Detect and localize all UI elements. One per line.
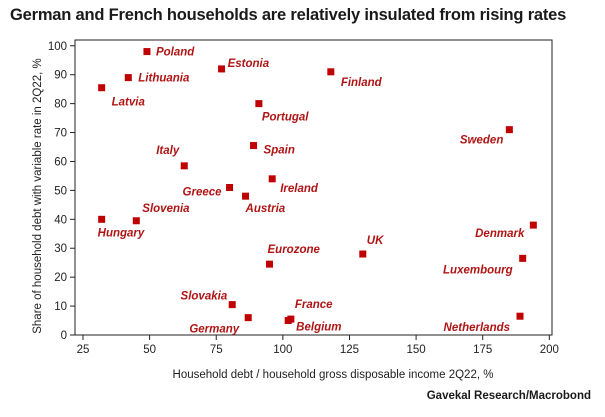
data-point-marker — [242, 192, 250, 200]
y-tick-label: 90 — [54, 70, 67, 82]
point-label: Netherlands — [444, 322, 510, 334]
data-point-marker — [516, 312, 524, 320]
point-label: Greece — [183, 187, 223, 199]
y-tick-label: 30 — [54, 243, 67, 255]
y-tick-label: 70 — [54, 128, 67, 140]
point-label: Austria — [245, 203, 286, 215]
point-label: UK — [367, 235, 384, 247]
plot-frame — [74, 39, 553, 336]
point-label: Spain — [264, 145, 295, 157]
data-point-marker — [98, 215, 106, 223]
data-point-marker — [228, 301, 236, 309]
y-tick-label: 20 — [54, 272, 67, 284]
data-point-marker — [255, 100, 263, 108]
x-tick-label: 200 — [540, 344, 559, 356]
data-point-marker — [143, 48, 151, 56]
point-label: Estonia — [228, 58, 270, 70]
point-label: Eurozone — [268, 244, 321, 256]
x-tick-label: 175 — [473, 344, 492, 356]
y-tick-label: 10 — [54, 301, 67, 313]
data-point-marker — [359, 250, 367, 258]
x-tick-label: 125 — [340, 344, 359, 356]
data-point-marker — [250, 142, 258, 150]
x-axis-label: Household debt / household gross disposa… — [173, 369, 494, 381]
point-label: Germany — [189, 324, 239, 336]
data-point-marker — [266, 260, 274, 268]
data-point-marker — [180, 162, 188, 170]
data-point-marker — [226, 184, 234, 191]
data-point-marker — [244, 314, 252, 322]
point-label: Slovakia — [181, 291, 228, 303]
chart-title: German and French households are relativ… — [10, 6, 567, 24]
data-point-marker — [98, 84, 106, 92]
point-label: Hungary — [98, 227, 145, 239]
point-label: Slovenia — [142, 203, 190, 215]
y-tick-label: 80 — [54, 99, 67, 111]
x-tick-label: 150 — [407, 344, 426, 356]
y-tick-label: 40 — [54, 214, 67, 226]
point-label: Lithuania — [138, 73, 190, 85]
y-tick-label: 100 — [48, 41, 67, 53]
y-axis-label: Share of household debt with variable ra… — [32, 58, 44, 334]
point-label: Belgium — [296, 322, 341, 334]
point-label: Poland — [156, 47, 195, 59]
point-label: Portugal — [262, 112, 309, 124]
axes: 25 50 75 100 125 150 175 200 0 10 20 30 40 50 60 70 80 90… — [48, 39, 559, 356]
point-label: Luxembourg — [443, 264, 513, 276]
x-tick-label: 50 — [143, 344, 156, 356]
point-labels: Poland Estonia Lithuania Latvia Finland Portu… — [98, 47, 525, 336]
point-label: Finland — [341, 77, 383, 89]
data-point-marker — [529, 221, 537, 229]
data-points — [98, 48, 537, 325]
point-label: Latvia — [112, 97, 146, 109]
point-label: Sweden — [460, 135, 503, 147]
y-tick-label: 50 — [54, 185, 67, 197]
y-tick-label: 60 — [54, 156, 67, 168]
point-label: Denmark — [475, 228, 525, 240]
data-point-marker — [284, 317, 292, 325]
x-tick-label: 25 — [77, 344, 90, 356]
x-tick-label: 75 — [210, 344, 223, 356]
data-point-marker — [327, 68, 335, 76]
data-point-marker — [505, 126, 513, 134]
data-point-marker — [519, 254, 527, 262]
source-note: Gavekal Research/Macrobond — [426, 390, 591, 402]
x-tick-label: 100 — [273, 344, 292, 356]
data-point-marker — [132, 217, 140, 225]
point-label: Ireland — [280, 183, 319, 195]
point-label: Italy — [156, 145, 180, 157]
data-point-marker — [218, 65, 226, 73]
data-point-marker — [268, 175, 276, 183]
point-label: France — [295, 299, 333, 311]
y-tick-label: 0 — [61, 330, 67, 342]
data-point-marker — [124, 74, 132, 82]
